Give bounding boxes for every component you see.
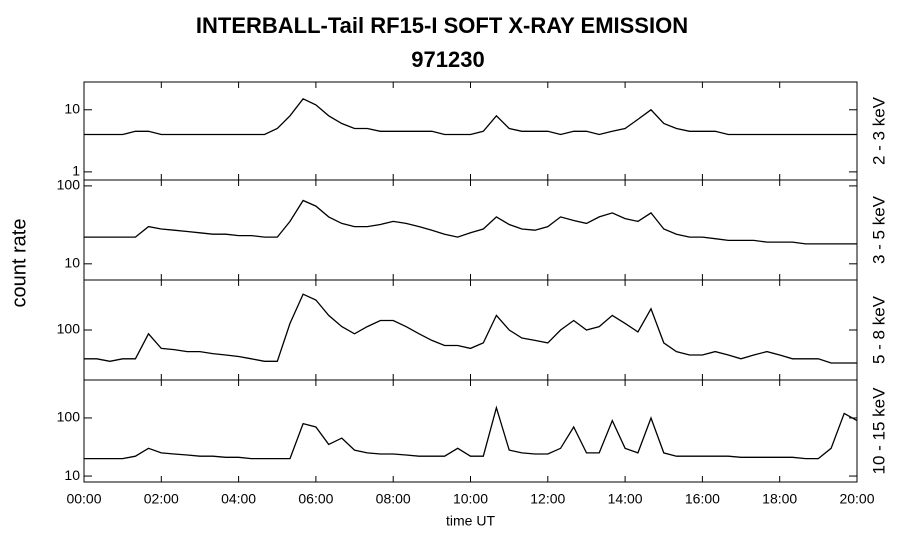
y-tick-label: 100 [57,409,81,425]
y-tick-label: 100 [57,321,81,337]
data-line [84,405,858,460]
panel-frame [83,179,858,281]
y-axis-label: count rate [8,219,30,308]
x-tick-label: 00:00 [66,491,101,507]
y-tick-label: 1 [72,163,80,179]
x-tick-label: 10:00 [453,491,488,507]
x-tick-label: 18:00 [762,491,797,507]
panel-frame [83,279,858,381]
panel-label: 5 - 8 keV [869,295,888,364]
x-tick-label: 04:00 [221,491,256,507]
data-line [84,97,857,136]
data-line [84,199,857,245]
y-tick-label: 10 [64,255,80,271]
x-tick-label: 08:00 [376,491,411,507]
panel-label: 3 - 5 keV [869,195,888,264]
x-tick-label: 12:00 [530,491,565,507]
x-tick-label: 20:00 [839,491,874,507]
data-line [84,293,857,364]
panel-frame [83,379,858,483]
panel-frame [83,81,858,181]
chart-title: INTERBALL-Tail RF15-I SOFT X-RAY EMISSIO… [196,13,688,38]
panel-label: 10 - 15 keV [869,387,888,475]
x-axis-label: time UT [446,513,495,529]
x-tick-label: 16:00 [685,491,720,507]
x-tick-label: 02:00 [144,491,179,507]
y-tick-label: 100 [57,177,81,193]
chart-subtitle: 971230 [411,47,484,72]
x-tick-label: 14:00 [608,491,643,507]
panel-label: 2 - 3 keV [869,96,888,165]
y-tick-label: 10 [64,467,80,483]
x-tick-label: 06:00 [298,491,333,507]
y-tick-label: 10 [64,100,80,116]
